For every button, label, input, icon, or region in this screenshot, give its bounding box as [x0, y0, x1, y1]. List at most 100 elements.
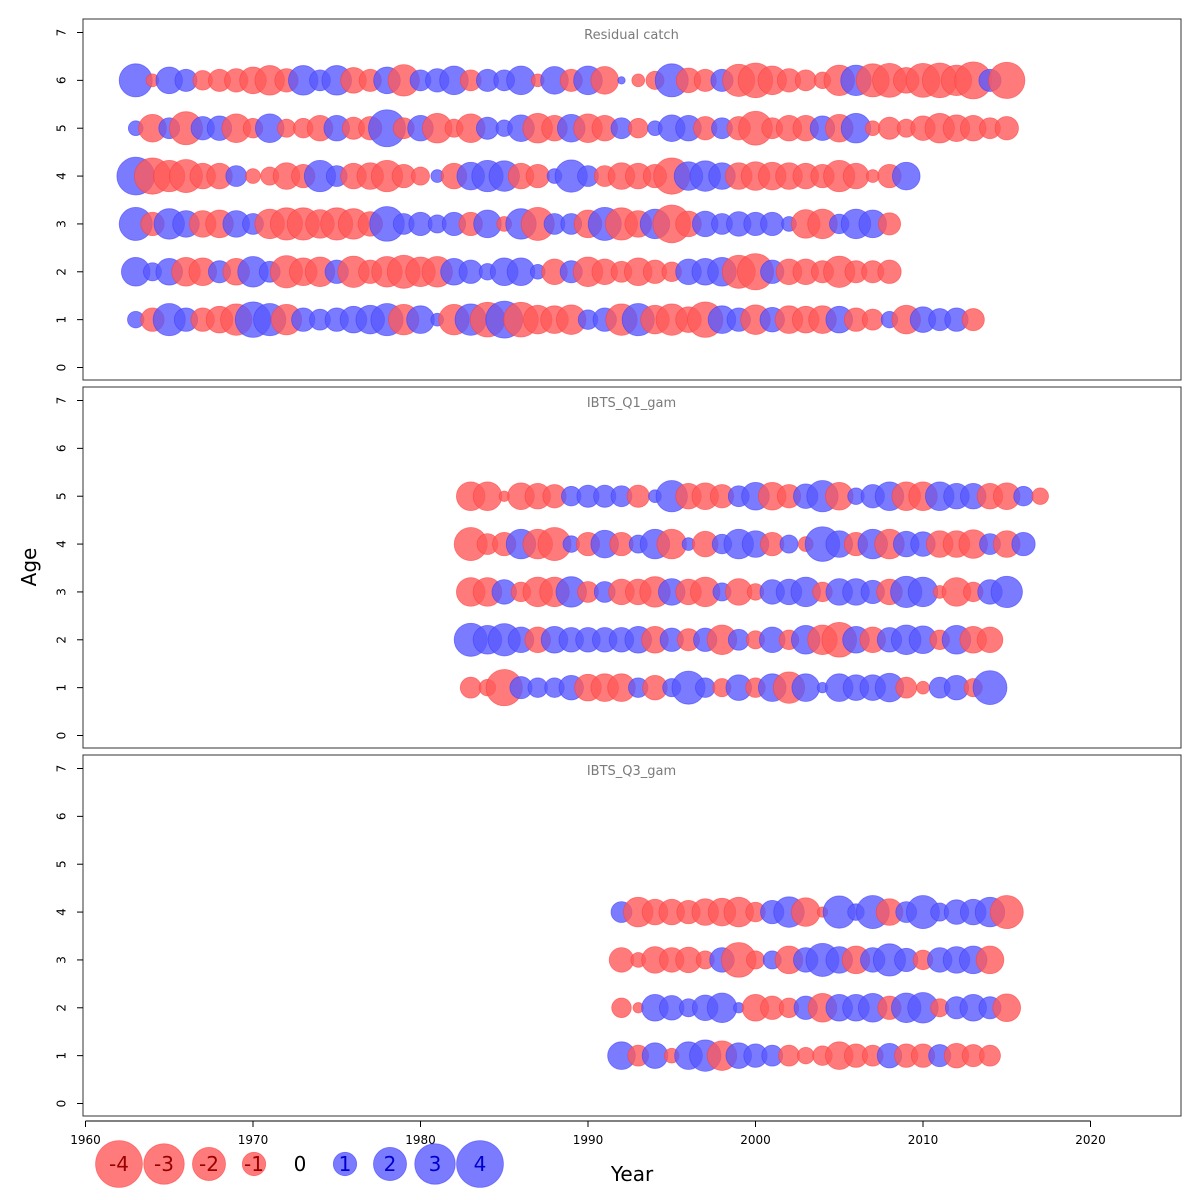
- panel-title: IBTS_Q1_gam: [587, 396, 676, 411]
- legend-bubble: [456, 1140, 504, 1188]
- residual-bubble: [992, 993, 1021, 1023]
- residual-bubble: [1013, 486, 1034, 507]
- residual-bubble: [631, 73, 646, 88]
- x-axis: 1960 1970 1980 1990 2000 2010 2020: [70, 1120, 1106, 1147]
- residual-bubble: [617, 76, 626, 85]
- x-tick-label: 1980: [405, 1133, 436, 1147]
- y-tick-label: 5: [55, 124, 69, 132]
- panel-frame: [82, 754, 1182, 1117]
- y-tick-label: 4: [55, 908, 69, 916]
- residual-bubble: [979, 1044, 1001, 1067]
- residual-bubble: [791, 673, 820, 702]
- residual-bubble: [590, 66, 619, 95]
- residual-bubble: [472, 481, 503, 511]
- residual-bubble: [976, 626, 1004, 654]
- residual-bubble: [459, 676, 482, 699]
- panel-title: IBTS_Q3_gam: [587, 764, 676, 779]
- residual-bubble: [916, 680, 930, 695]
- residual-bubble: [895, 676, 918, 699]
- legend-label: -3: [154, 1152, 174, 1176]
- residual-bubble: [525, 163, 550, 189]
- residual-bubble: [972, 670, 1008, 705]
- y-tick-label: 6: [55, 77, 69, 85]
- residual-bubble: [975, 945, 1005, 975]
- panel-3: 0 1 2 3 4 5 6 7 IBTS_Q3_gam: [55, 754, 1182, 1117]
- residual-bubble: [760, 211, 785, 237]
- y-tick-label: 3: [55, 956, 69, 964]
- y-tick-label: 3: [55, 220, 69, 228]
- legend-label: 4: [474, 1152, 487, 1176]
- y-tick-label: 1: [55, 316, 69, 324]
- residual-bubble: [994, 116, 1019, 141]
- legend-label: -4: [109, 1152, 129, 1176]
- residual-bubble: [411, 166, 430, 186]
- residual-bubble: [842, 162, 870, 190]
- residual-bubble: [225, 165, 248, 187]
- legend-label: 3: [429, 1152, 442, 1176]
- residual-bubble: [877, 259, 902, 284]
- residual-bubble: [797, 1046, 815, 1065]
- residual-bubble: [406, 305, 435, 334]
- y-tick-label: 7: [55, 29, 69, 37]
- y-tick-label: 1: [55, 1052, 69, 1060]
- y-tick-label: 0: [55, 1100, 69, 1108]
- y-tick-label: 0: [55, 364, 69, 372]
- residual-bubble: [779, 534, 799, 554]
- panel-1: 0 1 2 3 4 5 6 7 Residual catch: [55, 18, 1182, 381]
- y-tick-label: 3: [55, 588, 69, 596]
- y-axis-title: Age: [17, 548, 41, 587]
- y-tick-label: 2: [55, 268, 69, 276]
- x-tick-label: 1970: [238, 1133, 269, 1147]
- x-axis-title: Year: [610, 1162, 654, 1186]
- legend-bubble: [95, 1140, 143, 1188]
- x-tick-label: 1960: [70, 1133, 101, 1147]
- panel-frame: [82, 386, 1182, 749]
- legend-bubble: [192, 1147, 226, 1181]
- residual-bubble: [988, 61, 1026, 99]
- residual-bubble: [865, 169, 880, 183]
- legend-label: 0: [294, 1152, 307, 1176]
- x-tick-label: 2020: [1075, 1133, 1106, 1147]
- y-tick-label: 4: [55, 540, 69, 548]
- legend-label: -2: [199, 1152, 219, 1176]
- residual-bubble: [1031, 487, 1049, 505]
- residual-bubble: [245, 168, 261, 184]
- legend-bubble: [241, 1151, 267, 1177]
- legend-label: 1: [339, 1152, 352, 1176]
- residual-bubble: [628, 118, 649, 139]
- y-tick-label: 5: [55, 860, 69, 868]
- x-tick-label: 2010: [908, 1133, 939, 1147]
- legend-bubble: [332, 1151, 358, 1177]
- y-tick-label: 2: [55, 636, 69, 644]
- legend-label: 2: [384, 1152, 397, 1176]
- residual-bubble: [778, 1044, 800, 1067]
- legend-bubble: [414, 1143, 456, 1185]
- residual-bubble: [1011, 531, 1036, 557]
- residual-bubble: [746, 950, 765, 970]
- x-tick-label: 1990: [573, 1133, 604, 1147]
- y-tick-label: 4: [55, 172, 69, 180]
- residual-bubble: [791, 897, 821, 927]
- residual-bubble: [794, 69, 817, 92]
- legend-label: -1: [244, 1152, 264, 1176]
- y-tick-label: 7: [55, 765, 69, 773]
- y-tick-label: 1: [55, 684, 69, 692]
- residual-bubble: [990, 575, 1023, 609]
- residual-bubble: [277, 118, 296, 138]
- panel-frame: [82, 18, 1182, 381]
- residual-bubble: [608, 947, 635, 973]
- residual-bubble: [864, 120, 881, 137]
- legend: -4 -3 -2 -1 0 1 2 3 4: [95, 1140, 504, 1188]
- y-tick-label: 2: [55, 1004, 69, 1012]
- residual-bubble: [706, 992, 738, 1023]
- x-tick-label: 2000: [740, 1133, 771, 1147]
- panel-2: 0 1 2 3 4 5 6 7 IBTS_Q1_gam: [55, 386, 1182, 749]
- y-tick-label: 6: [55, 445, 69, 453]
- residual-bubble: [961, 308, 985, 332]
- residual-bubble: [476, 116, 499, 140]
- residual-bubble: [695, 677, 716, 698]
- y-tick-label: 5: [55, 492, 69, 500]
- y-tick-label: 0: [55, 732, 69, 740]
- residual-bubble: [626, 484, 650, 508]
